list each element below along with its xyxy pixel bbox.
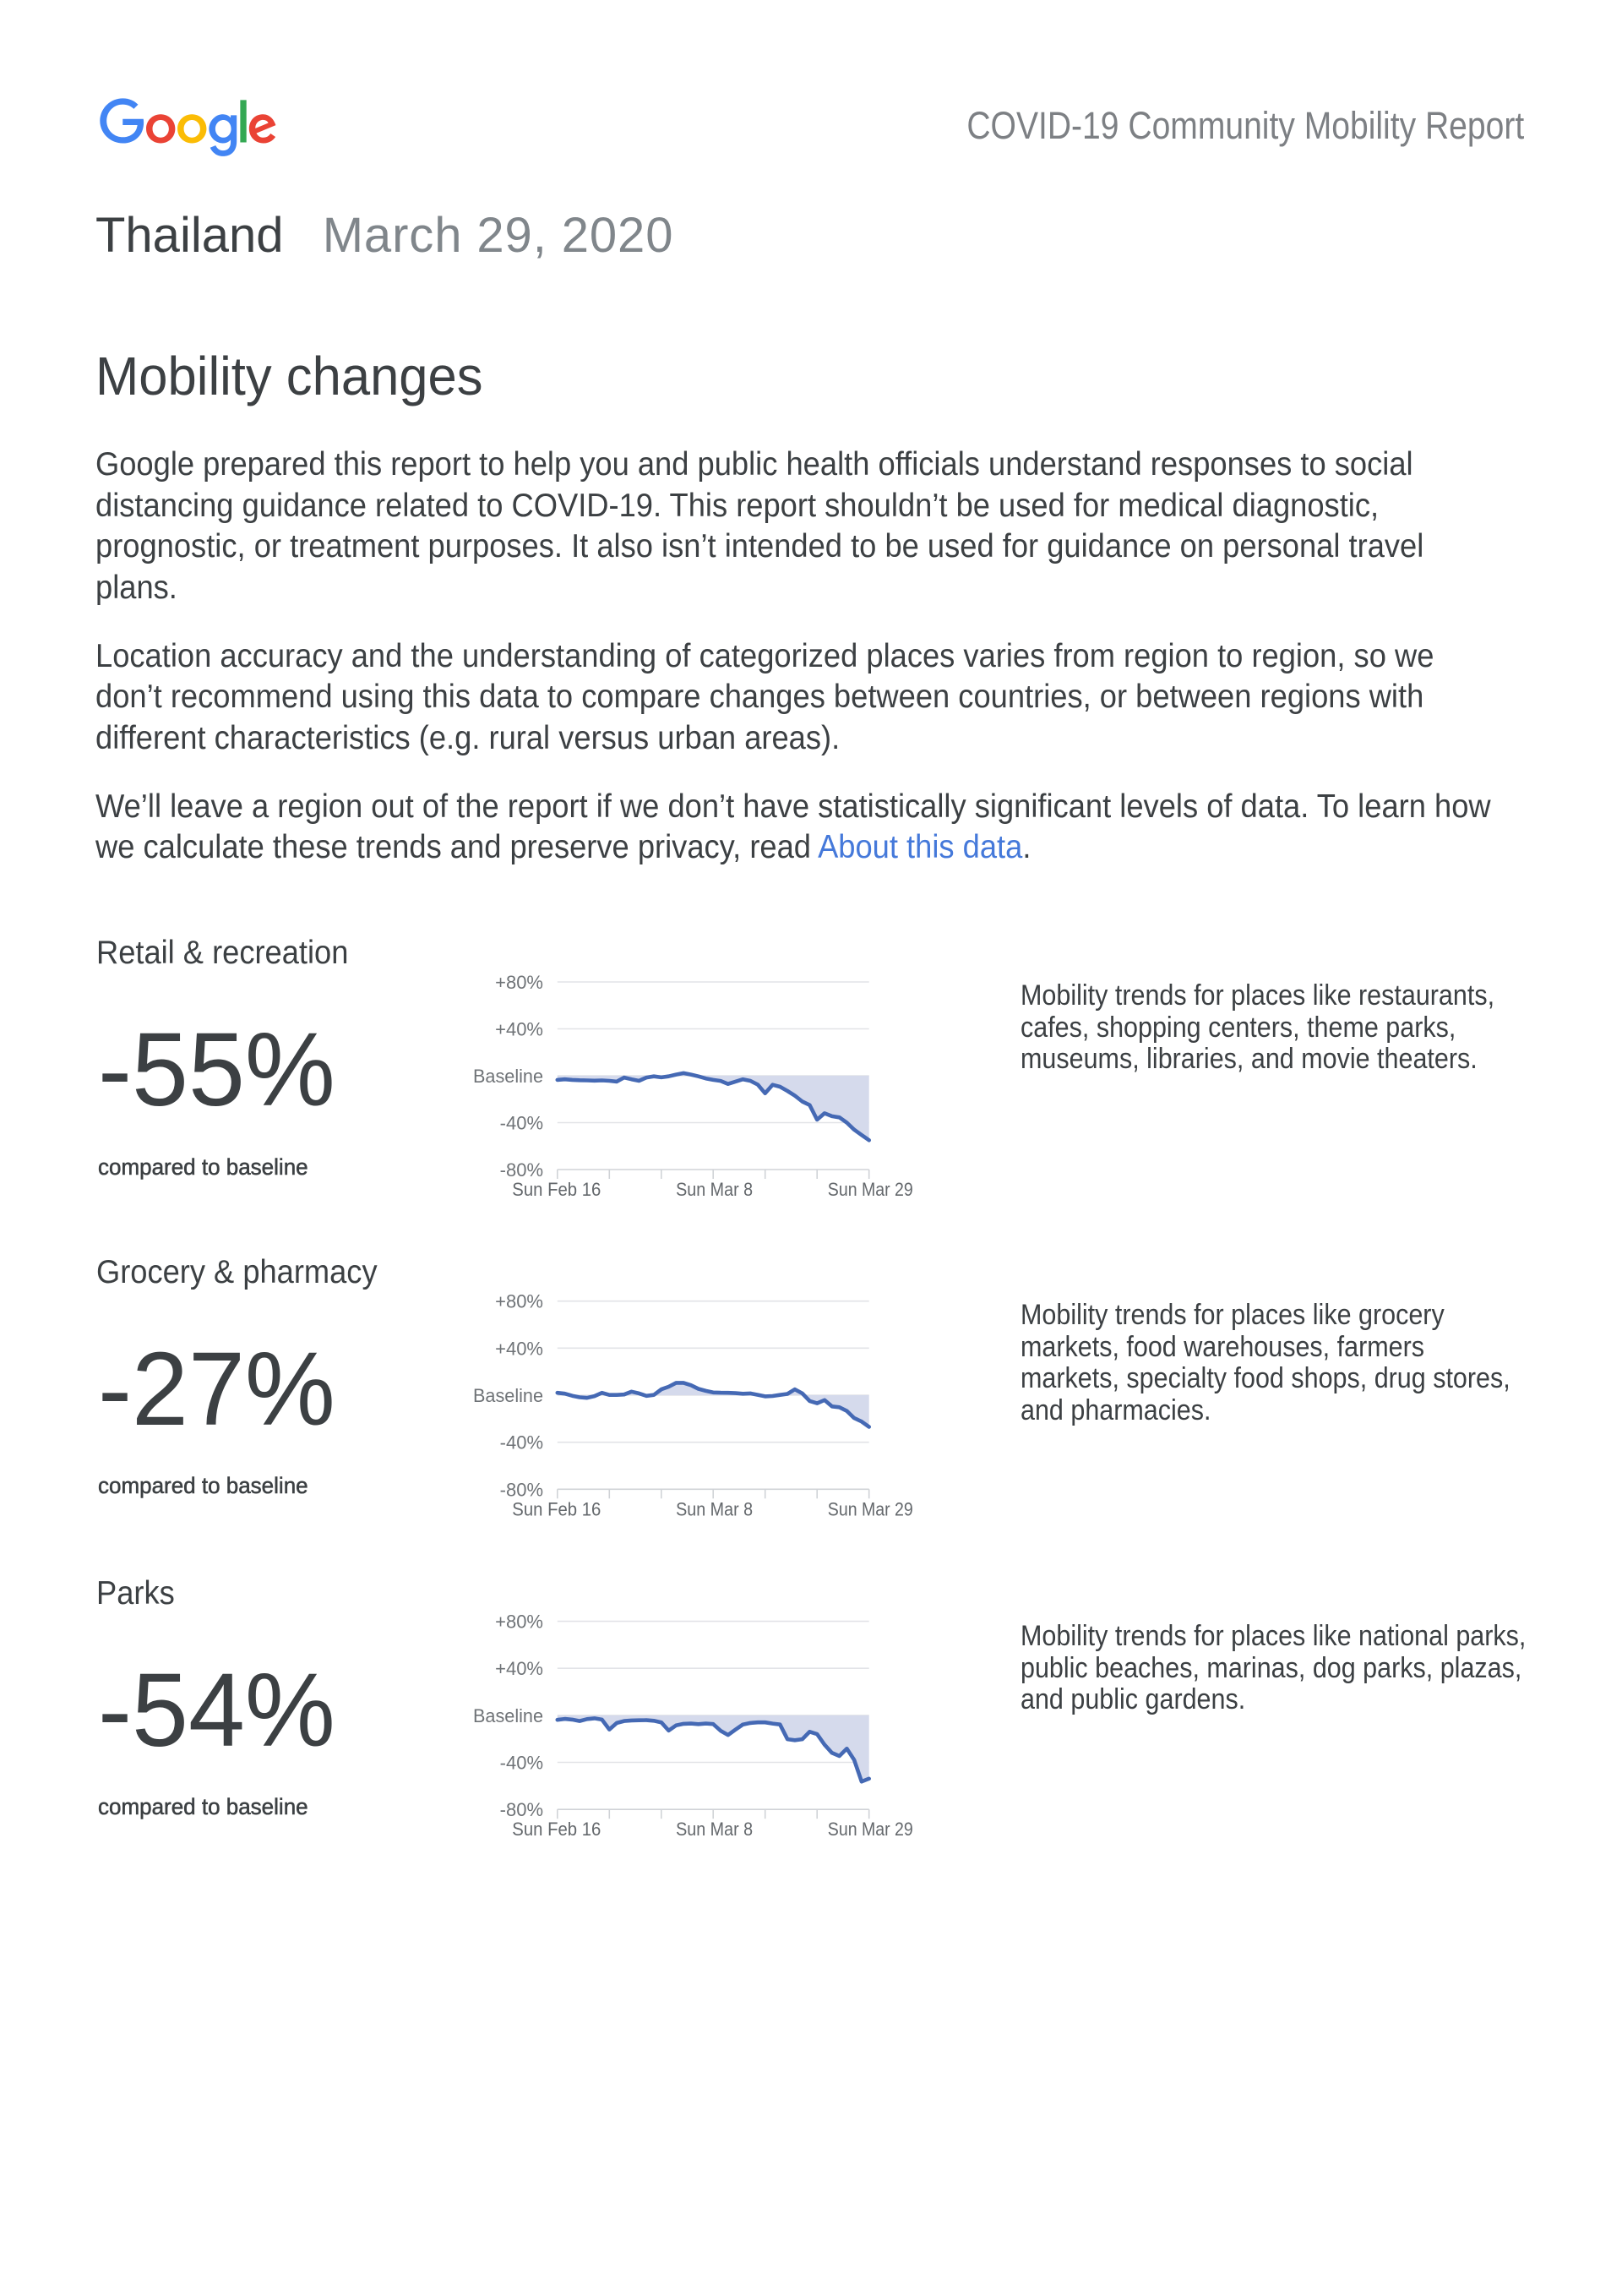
svg-text:-40%: -40%	[500, 1432, 543, 1453]
svg-text:Sun Feb 16: Sun Feb 16	[512, 1498, 601, 1519]
svg-text:Sun Feb 16: Sun Feb 16	[512, 1819, 601, 1840]
svg-text:-80%: -80%	[500, 1799, 543, 1820]
svg-text:-80%: -80%	[500, 1479, 543, 1500]
svg-text:+40%: +40%	[495, 1019, 543, 1040]
svg-text:Sun Feb 16: Sun Feb 16	[512, 1179, 601, 1200]
svg-text:Baseline: Baseline	[473, 1705, 543, 1726]
svg-text:Baseline: Baseline	[473, 1066, 543, 1087]
svg-text:Sun Mar 29: Sun Mar 29	[828, 1819, 913, 1840]
svg-text:Sun Mar 29: Sun Mar 29	[828, 1498, 913, 1519]
svg-text:Sun Mar 29: Sun Mar 29	[828, 1179, 913, 1200]
svg-text:+40%: +40%	[495, 1338, 543, 1359]
svg-text:-80%: -80%	[500, 1159, 543, 1181]
svg-text:-40%: -40%	[500, 1753, 543, 1774]
svg-text:+80%: +80%	[495, 1612, 543, 1633]
svg-text:+40%: +40%	[495, 1658, 543, 1679]
svg-text:Baseline: Baseline	[473, 1385, 543, 1406]
svg-text:+80%: +80%	[495, 972, 543, 993]
svg-text:Sun Mar 8: Sun Mar 8	[676, 1498, 753, 1519]
svg-text:Sun Mar 8: Sun Mar 8	[676, 1179, 753, 1200]
svg-text:+80%: +80%	[495, 1291, 543, 1312]
svg-text:Sun Mar 8: Sun Mar 8	[676, 1819, 753, 1840]
svg-text:-40%: -40%	[500, 1113, 543, 1134]
